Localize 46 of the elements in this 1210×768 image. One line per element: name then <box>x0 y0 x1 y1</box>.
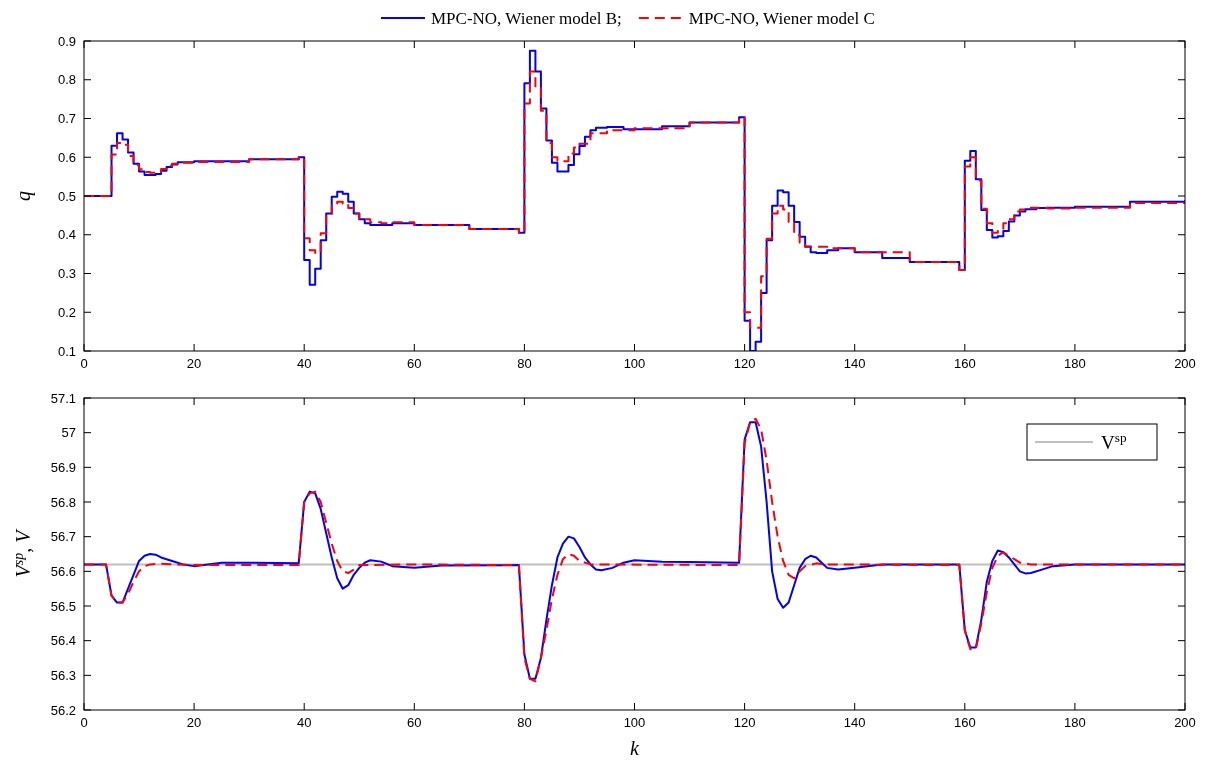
x-tick-label: 20 <box>186 715 202 730</box>
y-tick-label: 56.9 <box>50 459 76 475</box>
y-tick-label: 0.2 <box>57 304 76 320</box>
y-tick-label: 0.8 <box>57 72 76 88</box>
y-tick-label: 0.3 <box>57 266 76 281</box>
x-tick-label: 140 <box>843 356 866 371</box>
y-tick-label: 0.4 <box>57 227 76 243</box>
legend-label: MPC-NO, Wiener model B; <box>431 9 622 28</box>
x-tick-label: 140 <box>843 715 866 730</box>
x-tick-label: 80 <box>517 715 532 730</box>
x-tick-label: 160 <box>953 715 976 730</box>
y-tick-label: 0.6 <box>57 149 76 165</box>
y-tick-label: 0.5 <box>57 188 76 204</box>
x-tick-label: 60 <box>407 356 422 371</box>
x-tick-label: 40 <box>296 715 312 730</box>
y-tick-label: 56.2 <box>50 702 76 718</box>
x-tick-label: 120 <box>733 715 756 730</box>
x-tick-label: 180 <box>1064 356 1086 371</box>
y-tick-label: 56.5 <box>50 598 76 614</box>
x-tick-label: 200 <box>1174 715 1196 730</box>
y-axis-title: q <box>12 191 35 201</box>
y-tick-label: 57 <box>61 425 76 441</box>
x-tick-label: 0 <box>80 715 88 730</box>
x-tick-label: 100 <box>623 356 646 371</box>
x-tick-label: 20 <box>186 356 202 371</box>
x-tick-label: 180 <box>1064 715 1086 730</box>
y-tick-label: 56.8 <box>50 494 76 510</box>
x-tick-label: 60 <box>407 715 422 730</box>
y-tick-label: 57.1 <box>50 390 76 406</box>
y-tick-label: 0.1 <box>57 343 76 359</box>
x-tick-label: 80 <box>517 356 532 371</box>
y-tick-label: 56.4 <box>50 633 76 649</box>
x-tick-label: 160 <box>953 356 976 371</box>
x-axis-title: k <box>630 737 641 759</box>
legend-label: MPC-NO, Wiener model C <box>688 9 875 28</box>
x-tick-label: 40 <box>296 356 312 371</box>
y-tick-label: 56.3 <box>50 667 76 683</box>
x-tick-label: 0 <box>80 356 88 371</box>
x-tick-label: 200 <box>1174 356 1196 371</box>
x-tick-label: 120 <box>733 356 756 371</box>
y-tick-label: 56.7 <box>50 529 76 545</box>
y-tick-label: 0.9 <box>57 33 76 49</box>
legend-label: V$^{sp}$ <box>1101 429 1127 453</box>
x-tick-label: 100 <box>623 715 646 730</box>
y-tick-label: 56.6 <box>50 563 76 579</box>
y-tick-label: 0.7 <box>57 111 76 126</box>
